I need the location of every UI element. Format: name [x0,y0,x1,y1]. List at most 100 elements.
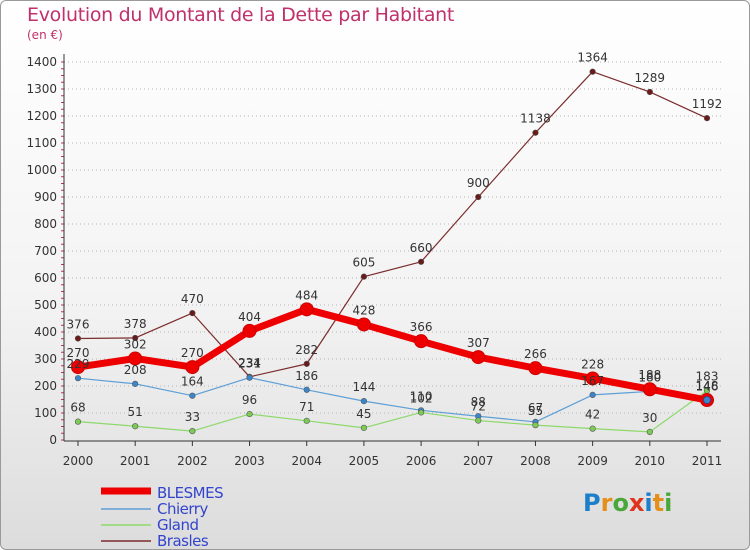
data-label-gland: 68 [70,401,85,415]
data-point-blesmes [471,350,486,365]
y-tick-label: 0 [49,433,57,447]
data-label-chierry: 231 [238,357,261,371]
data-label-gland: 45 [356,407,371,421]
data-point-gland [303,417,310,424]
x-tick-label: 2010 [635,454,666,468]
data-label-brasles: 378 [124,317,147,331]
y-tick-label: 200 [34,379,57,393]
data-point-blesmes [71,360,85,375]
data-point-brasles [532,129,539,136]
data-point-gland [360,424,368,431]
data-label-gland: 102 [410,391,433,405]
data-point-blesmes [528,361,543,376]
data-point-gland [132,423,139,430]
data-label-gland: 42 [585,408,600,422]
data-point-gland [532,422,539,429]
y-tick-label: 400 [34,325,57,339]
x-tick-label: 2006 [406,454,437,468]
data-point-brasles [360,273,368,280]
x-tick-label: 2008 [520,454,551,468]
data-label-gland: 51 [128,405,143,419]
data-point-brasles [703,115,711,122]
data-label-blesmes: 270 [67,346,90,360]
data-point-blesmes [185,360,200,375]
logo-letter: o [612,489,629,517]
y-tick-label: 600 [34,271,57,285]
data-point-brasles [74,335,82,342]
x-tick-label: 2009 [577,454,608,468]
data-point-gland [189,427,196,435]
y-tick-label: 1200 [26,109,57,123]
data-label-blesmes: 148 [696,379,719,393]
proxiti-logo: Proxiti [583,489,672,517]
x-tick-label: 2001 [120,454,151,468]
data-point-blesmes [642,382,657,397]
data-label-chierry: 180 [638,370,661,384]
legend-label-blesmes: BLESMES [157,484,224,502]
x-tick-label: 2011 [692,454,723,468]
data-label-blesmes: 270 [181,346,204,360]
data-label-blesmes: 484 [295,288,318,302]
y-tick-label: 1300 [26,82,57,96]
data-point-gland [589,425,596,432]
y-tick-label: 900 [34,190,57,204]
data-label-gland: 33 [185,410,200,424]
data-point-brasles [589,68,596,75]
data-label-blesmes: 428 [352,303,375,317]
data-label-blesmes: 307 [467,336,490,350]
data-point-brasles [189,310,196,317]
x-tick-label: 2003 [234,454,265,468]
y-tick-label: 1100 [26,136,57,150]
legend-swatch-blesmes [101,487,151,495]
data-label-chierry: 208 [124,363,147,377]
data-label-chierry: 186 [295,369,318,383]
data-point-brasles [417,258,425,265]
data-point-gland [74,418,82,425]
data-label-chierry: 146 [696,380,719,394]
data-point-gland [646,428,653,436]
data-point-chierry [74,375,82,382]
data-label-blesmes: 366 [410,320,433,334]
data-point-chierry [589,391,596,399]
data-point-chierry-overlap [703,396,711,404]
data-label-blesmes: 266 [524,347,547,361]
data-label-gland: 96 [242,393,257,407]
data-label-brasles: 1192 [692,97,723,111]
data-point-chierry [360,398,368,405]
data-label-brasles: 282 [295,343,318,357]
x-tick-label: 2005 [349,454,380,468]
legend-swatch-brasles [101,540,151,542]
legend-item-chierry: Chierry [101,500,321,518]
chart-title: Evolution du Montant de la Dette par Hab… [27,4,455,26]
data-point-chierry [303,386,310,393]
data-label-brasles: 1364 [577,51,608,65]
logo-letter: i [644,489,653,517]
data-label-chierry: 88 [471,395,486,409]
data-point-blesmes [299,302,314,317]
series-line-chierry [77,377,708,423]
data-label-blesmes: 228 [581,357,604,371]
data-label-chierry: 167 [581,374,604,388]
data-point-chierry [246,374,253,381]
logo-letter: x [628,489,645,517]
data-label-brasles: 1289 [635,71,666,85]
data-label-brasles: 900 [467,176,490,190]
series-layer [71,68,714,436]
x-tick-label: 2007 [463,454,494,468]
data-label-chierry: 144 [352,380,375,394]
logo-letter: P [583,489,601,517]
legend-item-blesmes: BLESMES [101,484,321,502]
legend-swatch-gland [101,524,151,526]
data-label-chierry: 164 [181,375,204,389]
data-point-brasles [132,334,139,342]
data-label-brasles: 660 [410,241,433,255]
chart-unit: (en €) [27,28,63,42]
data-label-gland: 30 [642,411,657,425]
data-label-brasles: 376 [67,317,90,331]
x-tick-label: 2004 [291,454,322,468]
legend-label-gland: Gland [157,516,199,534]
legend-label-chierry: Chierry [157,500,208,518]
axis-layer: 0 100 200 300 400 500 600 700 800 900 1000 1100 1200… [26,54,722,468]
data-point-blesmes [414,334,429,349]
